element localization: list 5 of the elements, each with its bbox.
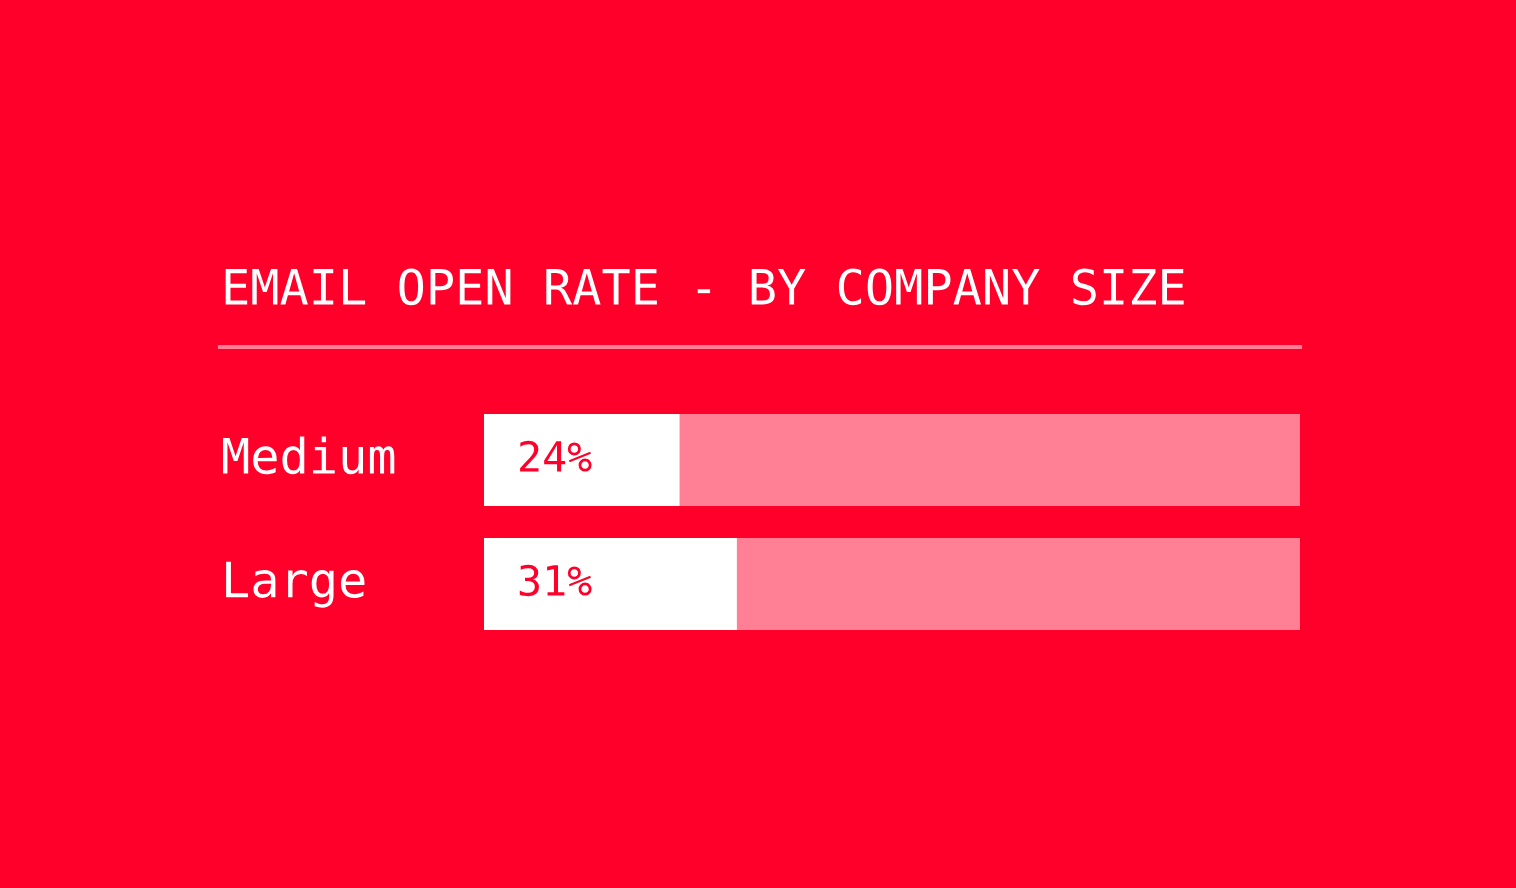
data-label: 31% bbox=[519, 564, 592, 597]
data-label: 24% bbox=[520, 440, 592, 472]
y-tick-label: Large bbox=[226, 561, 365, 608]
chart-title: EMAIL OPEN RATE - BY COMPANY SIZE bbox=[225, 268, 1184, 306]
y-tick-label: Medium bbox=[223, 436, 395, 475]
